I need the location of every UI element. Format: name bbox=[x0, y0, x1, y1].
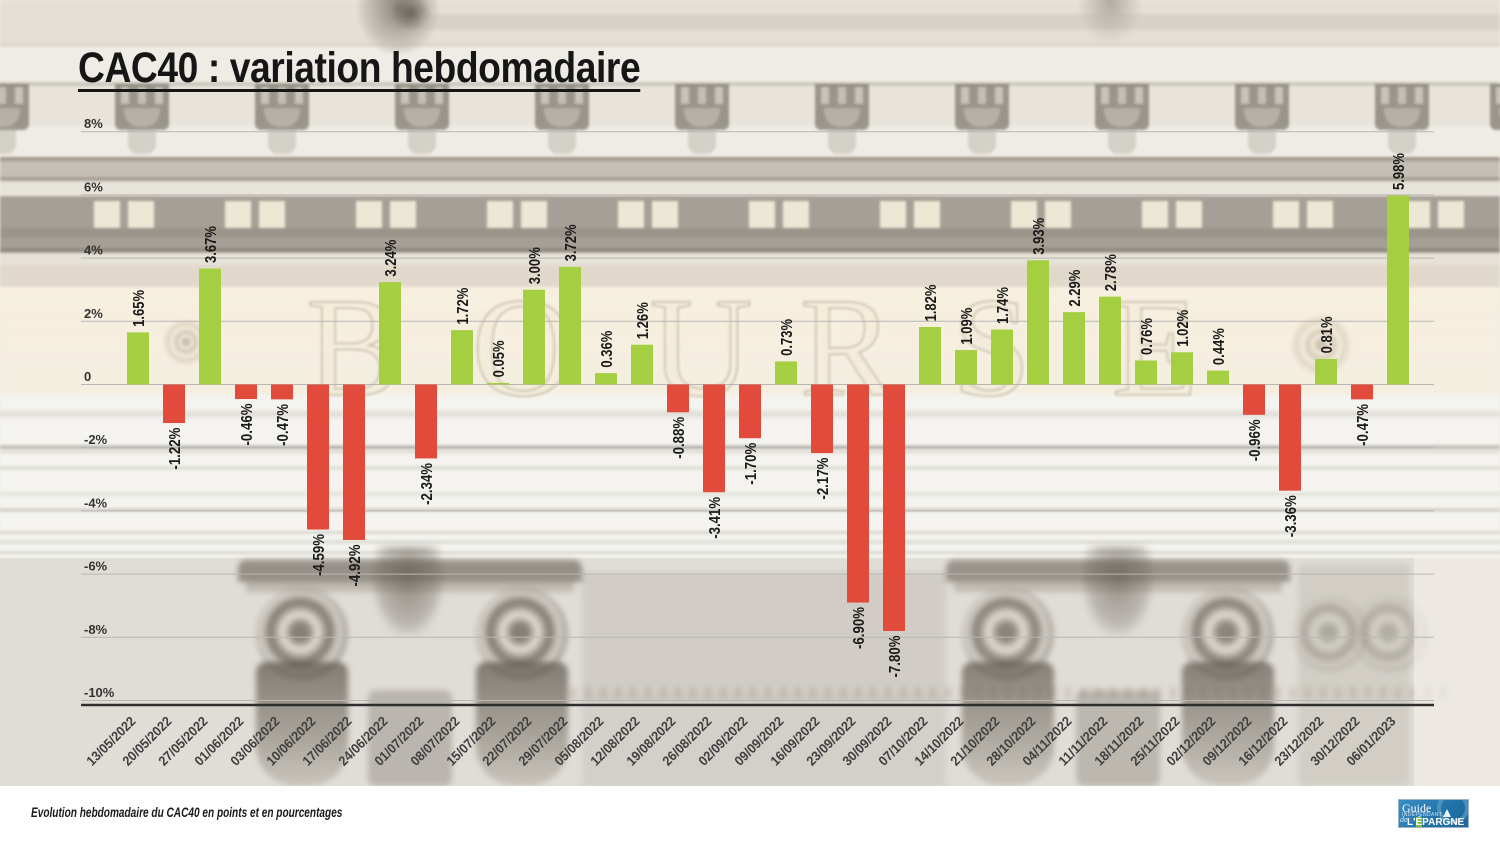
svg-text:-0.88%: -0.88% bbox=[671, 417, 688, 459]
svg-text:S: S bbox=[952, 268, 1031, 426]
svg-text:2.78%: 2.78% bbox=[1103, 254, 1120, 291]
svg-text:3.24%: 3.24% bbox=[383, 240, 400, 277]
svg-text:3.00%: 3.00% bbox=[527, 247, 544, 284]
svg-text:5.98%: 5.98% bbox=[1391, 153, 1408, 190]
svg-text:3.67%: 3.67% bbox=[203, 226, 220, 263]
svg-text:1.09%: 1.09% bbox=[959, 308, 976, 345]
svg-text:0.76%: 0.76% bbox=[1139, 318, 1156, 355]
svg-text:E: E bbox=[1114, 270, 1201, 428]
svg-text:8%: 8% bbox=[84, 116, 103, 131]
svg-text:-4%: -4% bbox=[84, 495, 108, 510]
svg-text:0: 0 bbox=[84, 369, 91, 384]
svg-text:2%: 2% bbox=[84, 306, 103, 321]
svg-text:-3.41%: -3.41% bbox=[707, 497, 724, 539]
svg-text:-0.47%: -0.47% bbox=[275, 404, 292, 446]
svg-text:-4.92%: -4.92% bbox=[347, 545, 364, 587]
svg-text:-0.96%: -0.96% bbox=[1247, 419, 1264, 461]
svg-text:3.93%: 3.93% bbox=[1031, 218, 1048, 255]
svg-text:-0.46%: -0.46% bbox=[239, 404, 256, 446]
svg-text:E: E bbox=[1112, 268, 1199, 426]
svg-text:1.26%: 1.26% bbox=[635, 302, 652, 339]
svg-text:-2.17%: -2.17% bbox=[815, 458, 832, 500]
svg-text:1.74%: 1.74% bbox=[995, 287, 1012, 324]
svg-text:1.72%: 1.72% bbox=[455, 288, 472, 325]
svg-text:0.36%: 0.36% bbox=[599, 331, 616, 368]
svg-text:4%: 4% bbox=[84, 243, 103, 258]
svg-text:0.05%: 0.05% bbox=[491, 340, 508, 377]
svg-text:6%: 6% bbox=[84, 179, 103, 194]
svg-text:2.29%: 2.29% bbox=[1067, 270, 1084, 307]
svg-text:3.72%: 3.72% bbox=[563, 224, 580, 261]
svg-text:-4.59%: -4.59% bbox=[311, 534, 328, 576]
svg-text:-2.34%: -2.34% bbox=[419, 463, 436, 505]
svg-text:1.65%: 1.65% bbox=[131, 290, 148, 327]
svg-text:-6.90%: -6.90% bbox=[851, 607, 868, 649]
svg-text:-2%: -2% bbox=[84, 432, 108, 447]
svg-text:-1.70%: -1.70% bbox=[743, 443, 760, 485]
svg-text:-10%: -10% bbox=[84, 685, 115, 700]
svg-text:0.81%: 0.81% bbox=[1319, 316, 1336, 353]
svg-text:1.82%: 1.82% bbox=[923, 285, 940, 322]
svg-text:-7.80%: -7.80% bbox=[887, 636, 904, 678]
svg-text:1.02%: 1.02% bbox=[1175, 310, 1192, 347]
svg-text:0.44%: 0.44% bbox=[1211, 328, 1228, 365]
svg-text:-0.47%: -0.47% bbox=[1355, 404, 1372, 446]
svg-text:-1.22%: -1.22% bbox=[167, 428, 184, 470]
svg-text:-8%: -8% bbox=[84, 622, 108, 637]
svg-text:0.73%: 0.73% bbox=[779, 319, 796, 356]
svg-text:-3.36%: -3.36% bbox=[1283, 495, 1300, 537]
svg-text:-6%: -6% bbox=[84, 559, 108, 574]
